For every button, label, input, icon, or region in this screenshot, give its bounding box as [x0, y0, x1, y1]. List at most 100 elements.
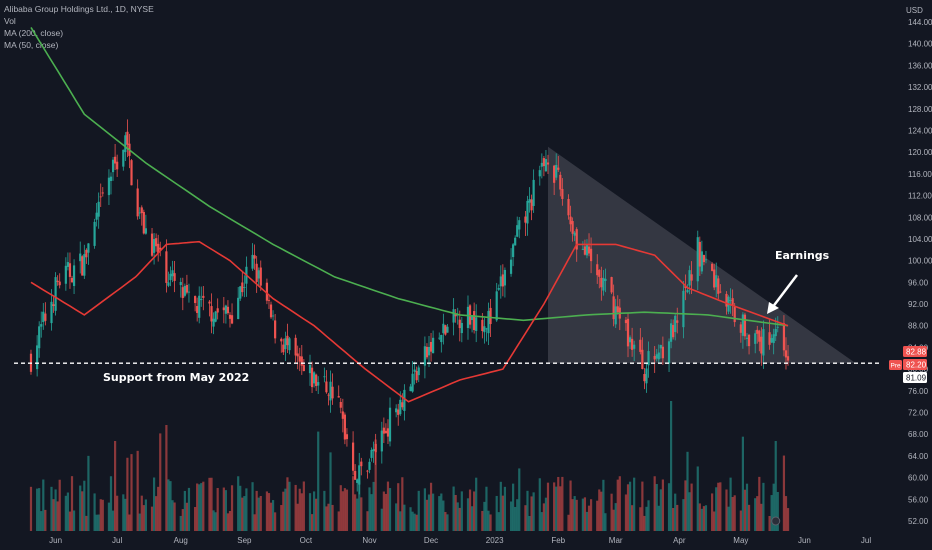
volume-bar: [758, 476, 761, 531]
candle-body: [54, 277, 57, 311]
candle-body: [667, 341, 671, 364]
volume-bar: [518, 468, 521, 531]
candle-body: [384, 430, 388, 434]
volume-bar: [612, 509, 615, 531]
volume-bar: [101, 499, 104, 531]
volume-bar: [702, 506, 706, 531]
volume-bar: [645, 506, 648, 531]
volume-bar: [226, 513, 230, 531]
volume-bar: [173, 502, 176, 531]
volume-bar: [171, 500, 174, 531]
candle-body: [528, 199, 531, 203]
candle-body: [351, 442, 355, 471]
candle-body: [101, 192, 104, 194]
volume-bar: [310, 514, 314, 531]
volume-bar: [413, 513, 416, 531]
volume-bar: [729, 477, 732, 531]
support-price-tag: [903, 372, 927, 383]
candle-body: [774, 328, 777, 337]
candle-body: [282, 344, 285, 353]
candle-body: [561, 188, 564, 199]
volume-bar: [460, 491, 463, 531]
candle-body: [66, 262, 70, 267]
time-tick-label: Sep: [237, 536, 252, 545]
candle-body: [72, 265, 76, 286]
candle-body: [538, 170, 541, 177]
volume-bar: [659, 489, 662, 531]
candle-body: [653, 355, 656, 360]
candle-body: [475, 317, 478, 331]
price-tick-label: 92.00: [908, 300, 929, 309]
price-tick-label: 88.00: [908, 322, 929, 331]
candle-body: [325, 381, 328, 393]
candle-body: [540, 162, 543, 167]
candle-body: [446, 326, 449, 333]
volume-bar: [674, 493, 677, 531]
candle-body: [583, 246, 587, 255]
volume-bar: [93, 493, 96, 531]
candle-body: [628, 337, 632, 343]
candle-body: [747, 334, 751, 347]
legend-ma50[interactable]: MA (50, close): [4, 40, 59, 50]
time-axis[interactable]: Jun Jul Aug Sep Oct Nov Dec 2023 Feb Mar Apr May Jun…: [49, 516, 871, 545]
volume-bar: [466, 498, 470, 531]
volume-bar: [241, 497, 244, 531]
candle-body: [85, 249, 88, 258]
volume-bar: [602, 479, 605, 531]
volume-bar: [530, 496, 533, 531]
volume-bar: [754, 498, 757, 531]
price-tick-label: 112.00: [908, 192, 932, 201]
candle-body: [286, 335, 289, 346]
candle-body: [417, 367, 420, 376]
candle-body: [489, 307, 492, 325]
candle-body: [729, 300, 732, 301]
volume-bar: [512, 483, 515, 531]
volume-bar: [68, 511, 72, 531]
candle-body: [345, 434, 349, 440]
candle-body: [717, 278, 720, 294]
volume-bar: [770, 495, 773, 531]
candle-body: [99, 196, 102, 198]
volume-bar: [165, 424, 168, 531]
candle-body: [704, 259, 708, 261]
volume-bar: [382, 491, 385, 531]
candle-body: [700, 251, 703, 272]
candle-body: [179, 281, 182, 286]
legend-vol[interactable]: Vol: [4, 16, 16, 26]
candle-body: [415, 371, 418, 381]
time-tick-label: Jul: [861, 536, 871, 545]
candle-body: [259, 267, 262, 286]
candle-body: [546, 162, 550, 165]
candle-body: [124, 135, 127, 153]
candle-body: [596, 264, 599, 276]
volume-bar: [715, 487, 718, 531]
candlesticks: [29, 119, 790, 495]
candle-body: [142, 211, 145, 234]
candle-body: [514, 237, 517, 246]
earnings-marker-icon[interactable]: [771, 516, 781, 526]
volume-bar: [380, 508, 383, 531]
volume-bar: [128, 514, 131, 531]
candle-body: [388, 407, 392, 442]
volume-bar: [741, 436, 745, 531]
time-tick-label: Apr: [673, 536, 686, 545]
ma200-curve: [30, 26, 789, 327]
symbol-title[interactable]: Alibaba Group Holdings Ltd., 1D, NYSE: [4, 4, 154, 14]
volume-bar: [401, 477, 404, 531]
volume-bar: [222, 487, 225, 531]
volume-bar: [468, 489, 472, 531]
candle-body: [243, 287, 246, 288]
candle-body: [684, 285, 687, 289]
candle-body: [140, 207, 143, 214]
time-tick-label: 2023: [486, 536, 504, 545]
volume-bar: [113, 441, 117, 531]
volume-bar: [427, 494, 431, 531]
candle-body: [624, 319, 628, 324]
candle-body: [310, 367, 314, 388]
price-axis[interactable]: USD 144.00 140.00 136.00 132.00 128.00 124.00…: [906, 6, 932, 526]
price-tick-label: 72.00: [908, 409, 929, 418]
candle-body: [280, 338, 283, 342]
price-tick-label: 116.00: [908, 170, 932, 179]
last-price-value: 82.88: [906, 348, 927, 357]
